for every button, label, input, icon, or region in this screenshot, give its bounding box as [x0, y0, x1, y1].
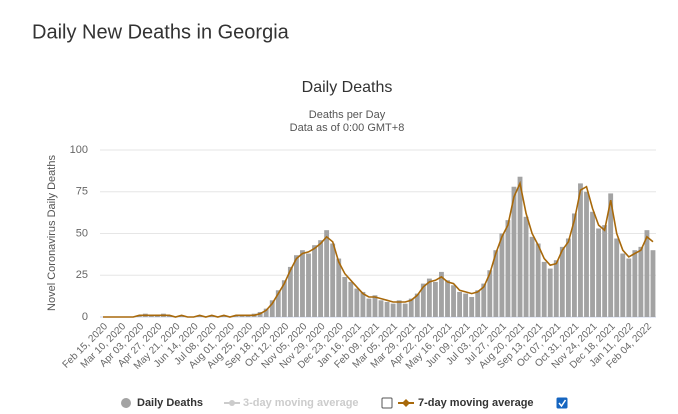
bar	[650, 250, 656, 317]
bar	[463, 293, 469, 317]
bar	[559, 246, 565, 317]
bar	[209, 315, 215, 317]
bar	[420, 283, 426, 317]
bar	[179, 315, 185, 317]
bar	[499, 233, 505, 317]
bar	[475, 290, 481, 317]
bar	[148, 315, 154, 317]
bar	[306, 253, 311, 317]
bar	[523, 216, 529, 317]
bar	[384, 301, 390, 317]
bar	[136, 315, 142, 317]
legend-marker[interactable]	[121, 398, 131, 408]
bar	[408, 298, 414, 317]
bar	[541, 261, 547, 317]
bar	[378, 300, 384, 317]
y-tick-label: 0	[82, 311, 88, 323]
bar	[529, 236, 535, 317]
y-tick-label: 100	[70, 144, 88, 156]
bar	[547, 268, 553, 317]
bar	[505, 220, 511, 317]
bar	[414, 293, 420, 317]
bar	[517, 176, 523, 317]
bar	[451, 285, 456, 317]
bar	[372, 295, 378, 317]
bar	[535, 243, 541, 317]
bar	[481, 283, 487, 317]
y-tick-label: 25	[76, 269, 88, 281]
bar	[602, 225, 608, 317]
bar	[275, 290, 281, 317]
bar	[402, 303, 408, 317]
bar	[426, 278, 432, 317]
bar	[312, 245, 317, 317]
bar	[632, 250, 638, 317]
legend-marker	[229, 400, 235, 406]
bar	[245, 315, 251, 317]
bar	[221, 315, 227, 317]
bar	[469, 296, 475, 317]
page-title: Daily New Deaths in Georgia	[32, 21, 290, 43]
bar	[638, 246, 644, 317]
bar	[396, 300, 402, 317]
legend-label[interactable]: 7-day moving average	[418, 397, 534, 409]
bar	[614, 238, 620, 317]
legend-label[interactable]: Daily Deaths	[137, 397, 203, 409]
bar	[287, 266, 293, 317]
bar	[608, 193, 614, 317]
checkbox-check	[558, 399, 567, 408]
bar	[269, 300, 275, 317]
y-axis-label: Novel Coronavirus Daily Deaths	[46, 155, 58, 311]
bar	[354, 288, 360, 317]
moving-average-line	[103, 180, 654, 318]
bar	[553, 260, 559, 317]
y-tick-label: 75	[76, 186, 88, 198]
bar	[167, 315, 172, 317]
bar	[154, 315, 160, 317]
bar	[511, 186, 517, 317]
chart-title: Daily Deaths	[302, 79, 393, 96]
bar	[197, 315, 203, 317]
bar	[620, 253, 626, 317]
bar	[432, 281, 438, 317]
bar	[493, 250, 499, 317]
bar	[293, 255, 299, 317]
bar	[336, 258, 342, 317]
bar	[457, 291, 463, 317]
chart-subtitle: Data as of 0:00 GMT+8	[290, 122, 405, 134]
legend-label[interactable]: 3-day moving average	[243, 397, 359, 409]
bar	[590, 211, 595, 317]
bar	[330, 243, 336, 317]
bar	[263, 308, 269, 317]
bar	[300, 250, 305, 317]
bar	[239, 315, 245, 317]
bar	[366, 298, 372, 317]
legend-marker	[402, 399, 410, 407]
bar	[348, 281, 354, 317]
checkbox[interactable]	[381, 397, 393, 409]
bar	[439, 271, 444, 317]
bar	[571, 213, 577, 317]
bar	[281, 280, 287, 317]
bar	[342, 276, 348, 317]
bar	[390, 303, 396, 317]
bar	[487, 270, 493, 317]
bar	[584, 191, 589, 317]
chart-subtitle: Deaths per Day	[309, 109, 386, 121]
bar	[626, 258, 632, 317]
bar	[233, 315, 239, 317]
y-tick-label: 50	[76, 227, 88, 239]
bar	[360, 291, 366, 317]
bar	[644, 230, 650, 317]
bar	[596, 228, 602, 317]
bar	[565, 238, 571, 317]
bar	[318, 240, 324, 317]
bar	[324, 230, 330, 317]
bar	[445, 280, 450, 317]
bar	[578, 183, 583, 317]
